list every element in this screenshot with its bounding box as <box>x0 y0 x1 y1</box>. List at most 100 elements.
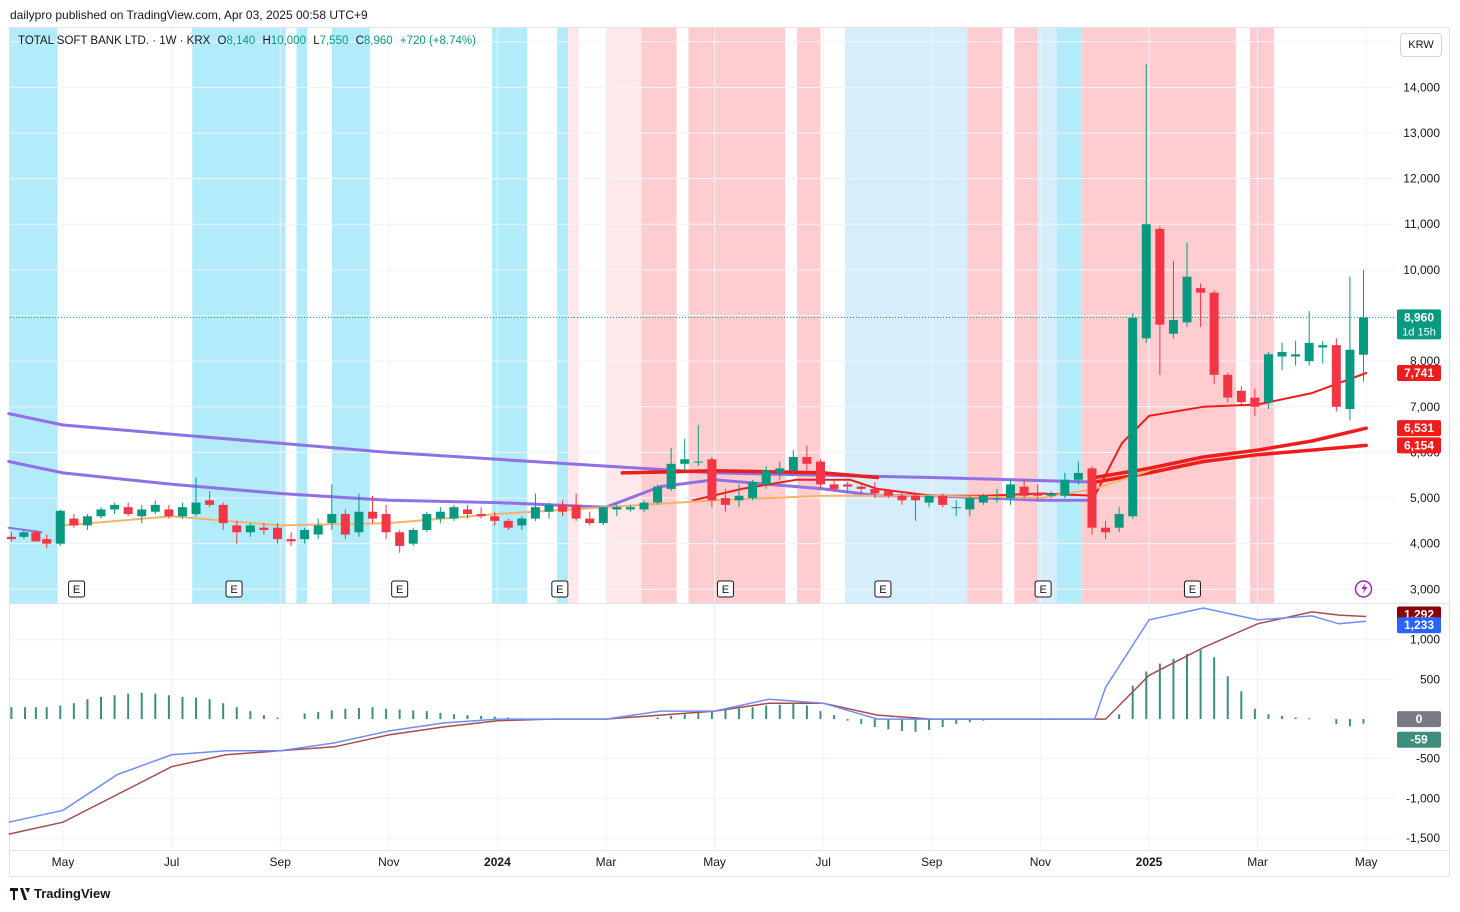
price-tick-label: 8,000 <box>1410 354 1440 368</box>
macd-histogram-bar <box>113 695 116 720</box>
close-value: 8,960 <box>363 35 393 47</box>
candle-body <box>924 495 934 503</box>
candle-body <box>1358 317 1368 355</box>
macd-value-label-bg <box>1397 711 1441 728</box>
macd-histogram-bar <box>833 715 836 720</box>
macd-histogram-bar <box>480 715 483 720</box>
macd-tick-label: 500 <box>1420 672 1440 686</box>
macd-histogram-bar <box>941 719 944 727</box>
price-tick-label: 12,000 <box>1403 172 1440 186</box>
candle-body <box>1101 527 1111 533</box>
candle-body <box>1331 345 1341 407</box>
macd-histogram-bar <box>10 707 13 720</box>
macd-histogram-bar <box>846 719 849 721</box>
price-tick-label: 4,000 <box>1410 537 1440 551</box>
candle-body <box>1033 493 1043 496</box>
lightning-bolt-icon <box>1361 583 1368 594</box>
candle-body <box>1277 352 1287 357</box>
macd-histogram-bar <box>181 696 184 720</box>
macd-histogram-bar <box>778 704 781 720</box>
macd-tick-label: -500 <box>1416 752 1440 766</box>
macd-pane <box>8 607 1367 835</box>
earnings-marker-label: E <box>396 584 403 596</box>
candle-body <box>1141 224 1151 339</box>
candle-body <box>653 486 663 503</box>
high-label: H <box>262 35 271 47</box>
macd-histogram-bar <box>154 693 157 720</box>
macd-histogram-bar <box>900 719 903 731</box>
ma-value-label-bg <box>1397 437 1441 454</box>
last-price-label-countdown: 1d 15h <box>1402 326 1436 338</box>
earnings-marker-label: E <box>879 584 886 596</box>
moving-average-orange <box>62 469 1150 527</box>
candle-body <box>585 518 595 524</box>
last-price-label: 8,960 <box>1404 310 1434 324</box>
time-tick-label: 2024 <box>484 855 511 869</box>
candle-body <box>666 463 676 489</box>
macd-histogram-bar <box>371 707 374 720</box>
candle-body <box>829 484 839 489</box>
earnings-marker <box>1183 580 1201 598</box>
candle-body <box>1182 276 1192 323</box>
macd-signal-line <box>8 611 1367 835</box>
macd-histogram-bar <box>928 719 931 731</box>
high-value: 10,000 <box>270 35 306 47</box>
price-tick-label: 7,000 <box>1410 400 1440 414</box>
candle-body <box>775 468 785 473</box>
macd-histogram-bar <box>452 714 455 720</box>
macd-histogram-bar <box>330 710 333 720</box>
candle-body <box>571 504 581 519</box>
macd-histogram-bar <box>34 707 37 720</box>
candle-body <box>1345 349 1355 410</box>
price-tick-label: 11,000 <box>1404 217 1440 231</box>
candle-body <box>1168 320 1178 334</box>
macd-histogram-bar <box>1253 708 1256 720</box>
candle-body <box>463 509 473 515</box>
earnings-marker <box>391 580 409 598</box>
currency-button[interactable]: KRW <box>1400 33 1442 57</box>
candle-body <box>1087 468 1097 528</box>
close-label: C <box>355 35 364 47</box>
macd-histogram-bar <box>819 711 822 720</box>
macd-histogram-bar <box>235 707 238 720</box>
macd-histogram-bar <box>303 713 306 720</box>
macd-histogram-bar <box>398 709 401 720</box>
macd-histogram-bar <box>23 707 26 720</box>
footer-brand[interactable]: TradingView <box>10 886 110 901</box>
candle-body <box>992 498 1002 500</box>
candle-body <box>218 504 228 524</box>
macd-histogram-bar <box>317 711 320 720</box>
macd-histogram-bar <box>439 712 442 720</box>
candle-body <box>272 527 282 540</box>
candle-body <box>1046 493 1056 496</box>
macd-histogram-bar <box>955 719 958 724</box>
candle-body <box>42 539 52 544</box>
candle-body <box>232 525 242 533</box>
macd-histogram-bar <box>1158 663 1161 720</box>
candle-body <box>639 502 649 510</box>
open-value: 8,140 <box>226 35 256 47</box>
candle-body <box>1060 479 1070 496</box>
candle-body <box>856 486 866 489</box>
macd-histogram-bar <box>1294 717 1297 720</box>
macd-histogram-bar <box>1186 653 1189 720</box>
candle-body <box>965 498 975 510</box>
earnings-marker-label: E <box>722 584 729 596</box>
time-tick-label: 2025 <box>1136 855 1163 869</box>
macd-histogram-bar <box>208 699 211 720</box>
publisher-line: dailypro published on TradingView.com, A… <box>10 8 368 22</box>
macd-histogram-bar <box>493 716 496 720</box>
macd-histogram-bar <box>507 717 510 720</box>
candle-body <box>82 516 92 526</box>
change-value: +720 (+8.74%) <box>399 35 476 47</box>
macd-value-label: -59 <box>1410 733 1428 747</box>
macd-histogram-bar <box>873 719 876 727</box>
time-tick-label: Mar <box>1247 855 1268 869</box>
candle-body <box>1223 374 1233 398</box>
earnings-marker <box>225 580 243 598</box>
candle-body <box>598 507 608 524</box>
macd-histogram-bar <box>792 703 795 720</box>
moving-average-purple <box>7 412 1097 484</box>
